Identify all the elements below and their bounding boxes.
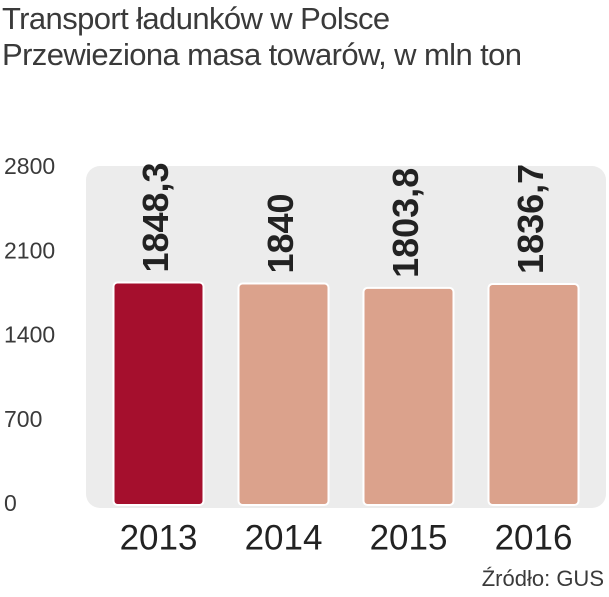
y-tick-label: 2800 bbox=[4, 153, 55, 179]
x-tick-label: 2013 bbox=[120, 518, 198, 557]
chart-title: Transport ładunków w Polsce bbox=[2, 1, 390, 36]
y-tick-label: 1400 bbox=[4, 322, 55, 348]
bar bbox=[362, 286, 455, 506]
y-tick-label: 700 bbox=[4, 406, 42, 432]
x-tick-label: 2016 bbox=[495, 518, 573, 557]
x-tick-label: 2015 bbox=[370, 518, 448, 557]
x-tick-label: 2014 bbox=[245, 518, 323, 557]
bar bbox=[487, 282, 580, 506]
source: Źródło: GUS bbox=[482, 566, 604, 591]
y-tick-label: 2100 bbox=[4, 237, 55, 263]
bar bbox=[237, 282, 330, 506]
value-label: 1840 bbox=[260, 193, 301, 273]
value-label: 1848,3 bbox=[135, 162, 176, 272]
plot-background bbox=[86, 166, 606, 508]
chart-subtitle: Przewieziona masa towarów, w mln ton bbox=[2, 37, 522, 72]
bar bbox=[112, 281, 205, 506]
value-label: 1836,7 bbox=[510, 164, 551, 274]
y-tick-label: 0 bbox=[4, 490, 17, 516]
value-label: 1803,8 bbox=[385, 168, 426, 278]
